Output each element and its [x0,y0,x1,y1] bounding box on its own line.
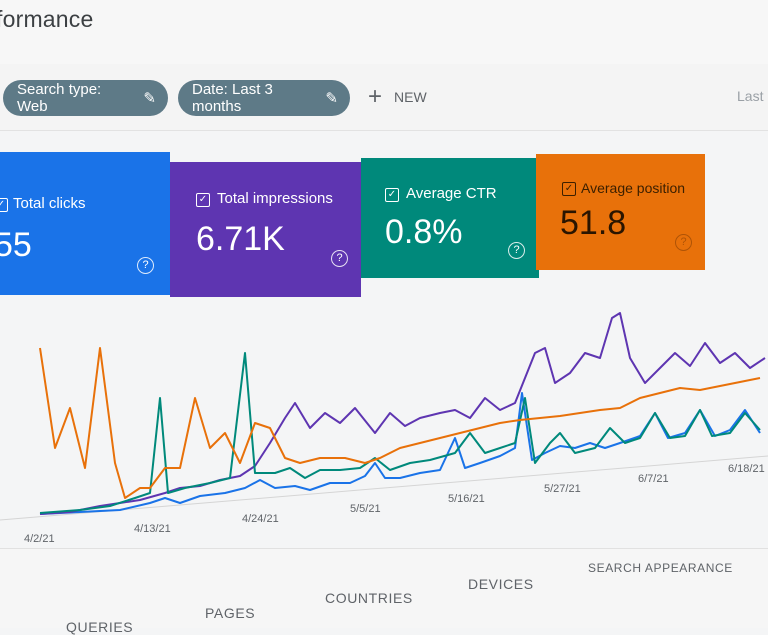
series-line-average-ctr[interactable] [39,352,761,514]
chart-baseline [0,455,768,521]
metric-value: 55 [0,226,32,264]
tab-pages[interactable]: PAGES [205,605,256,621]
checkbox-icon[interactable]: ✓ [0,198,8,212]
help-icon[interactable]: ? [137,257,154,274]
x-tick-label: 6/18/21 [728,463,765,475]
help-icon[interactable]: ? [331,250,348,267]
plus-icon: + [368,83,383,110]
metric-label: Total impressions [217,190,333,207]
performance-chart: 4/2/21 4/13/21 4/24/21 5/5/21 5/16/21 5/27/21… [0,298,768,558]
series-line-total-clicks[interactable] [39,392,761,515]
new-filter-button[interactable]: + NEW [368,82,427,112]
page-title: formance [0,6,94,32]
tab-search-appearance[interactable]: SEARCH APPEARANCE [588,561,733,575]
x-tick-label: 5/27/21 [544,483,581,495]
x-tick-label: 4/24/21 [242,513,279,525]
dimension-tabs: QUERIES PAGES COUNTRIES DEVICES SEARCH A… [0,548,768,635]
metric-card-average-position[interactable]: ✓ Average position 51.8 ? [536,154,705,270]
help-icon[interactable]: ? [675,234,692,251]
metric-value: 0.8% [385,213,463,251]
tab-devices[interactable]: DEVICES [468,576,534,592]
search-type-chip[interactable]: Search type: Web ✎ [3,80,168,116]
date-range-chip[interactable]: Date: Last 3 months ✎ [178,80,350,116]
metric-cards: ✓ Total clicks 55 ? ✓ Total impressions … [0,152,705,298]
edit-pencil-icon: ✎ [325,90,338,107]
metric-value: 51.8 [560,204,627,242]
x-tick-label: 4/13/21 [134,523,171,535]
x-tick-label: 5/5/21 [350,503,381,515]
metric-label: Total clicks [13,195,86,212]
metric-card-average-ctr[interactable]: ✓ Average CTR 0.8% ? [361,158,539,278]
metric-value: 6.71K [196,220,285,258]
series-line-average-position[interactable] [39,347,761,499]
help-icon[interactable]: ? [508,242,525,259]
metric-label: Average position [581,180,686,196]
tab-queries[interactable]: QUERIES [66,619,134,635]
chart-svg: 4/2/21 4/13/21 4/24/21 5/5/21 5/16/21 5/27/21… [0,312,768,545]
metric-card-total-clicks[interactable]: ✓ Total clicks 55 ? [0,152,170,295]
x-tick-label: 4/2/21 [24,533,55,545]
header-bar: formance [0,0,768,65]
tab-countries[interactable]: COUNTRIES [325,590,413,606]
checkbox-icon[interactable]: ✓ [385,188,399,202]
metric-card-total-impressions[interactable]: ✓ Total impressions 6.71K ? [170,162,361,297]
search-type-label: Search type: Web [17,81,102,115]
checkbox-icon[interactable]: ✓ [562,182,576,196]
checkbox-icon[interactable]: ✓ [196,193,210,207]
metric-label: Average CTR [406,185,497,202]
last-updated-label: Last [737,88,764,104]
x-tick-label: 6/7/21 [638,473,669,485]
edit-pencil-icon: ✎ [143,90,156,107]
new-filter-label: NEW [394,89,427,105]
date-range-label: Date: Last 3 months [192,81,273,115]
x-tick-label: 5/16/21 [448,493,485,505]
